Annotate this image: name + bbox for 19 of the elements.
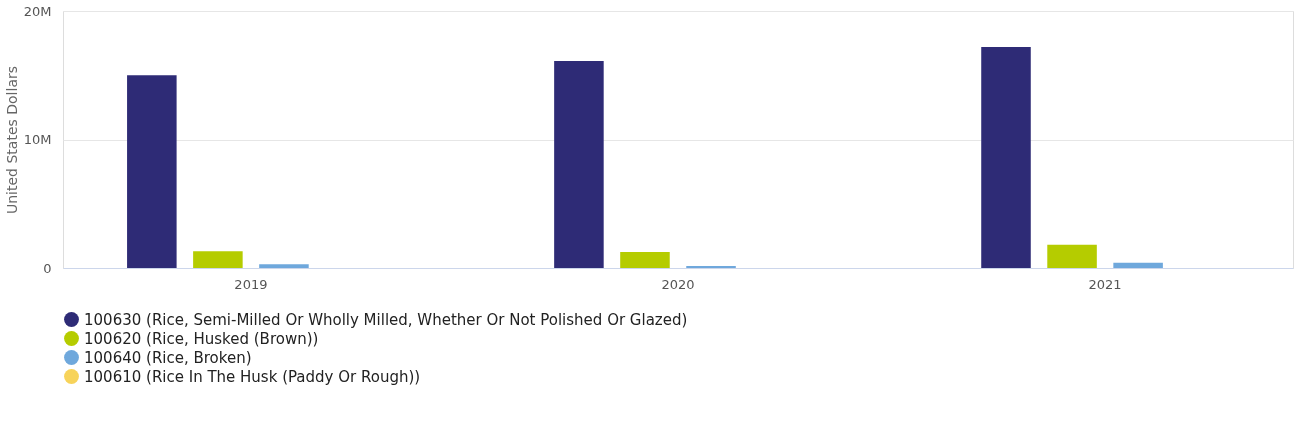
bar bbox=[1047, 244, 1097, 268]
bar bbox=[193, 251, 243, 268]
legend-label: 100640 (Rice, Broken) bbox=[84, 348, 252, 367]
bar bbox=[1113, 262, 1163, 268]
bar bbox=[981, 46, 1031, 268]
bar bbox=[620, 251, 670, 268]
y-tick-label: 0 bbox=[43, 260, 52, 276]
y-tick-label: 20M bbox=[23, 3, 52, 19]
x-tick-label: 2020 bbox=[661, 276, 695, 292]
bar bbox=[554, 61, 604, 268]
bar bbox=[127, 75, 177, 268]
x-tick-label: 2019 bbox=[234, 276, 268, 292]
legend-label: 100610 (Rice In The Husk (Paddy Or Rough)) bbox=[84, 367, 421, 386]
legend-label: 100630 (Rice, Semi-Milled Or Wholly Milled, Whether Or Not Polished Or Glazed) bbox=[84, 310, 688, 329]
legend-label: 100620 (Rice, Husked (Brown)) bbox=[84, 329, 319, 348]
y-axis-title: United States Dollars bbox=[3, 65, 20, 215]
bar bbox=[259, 264, 309, 268]
x-tick-label: 2021 bbox=[1088, 276, 1122, 292]
y-tick-label: 10M bbox=[23, 132, 52, 147]
